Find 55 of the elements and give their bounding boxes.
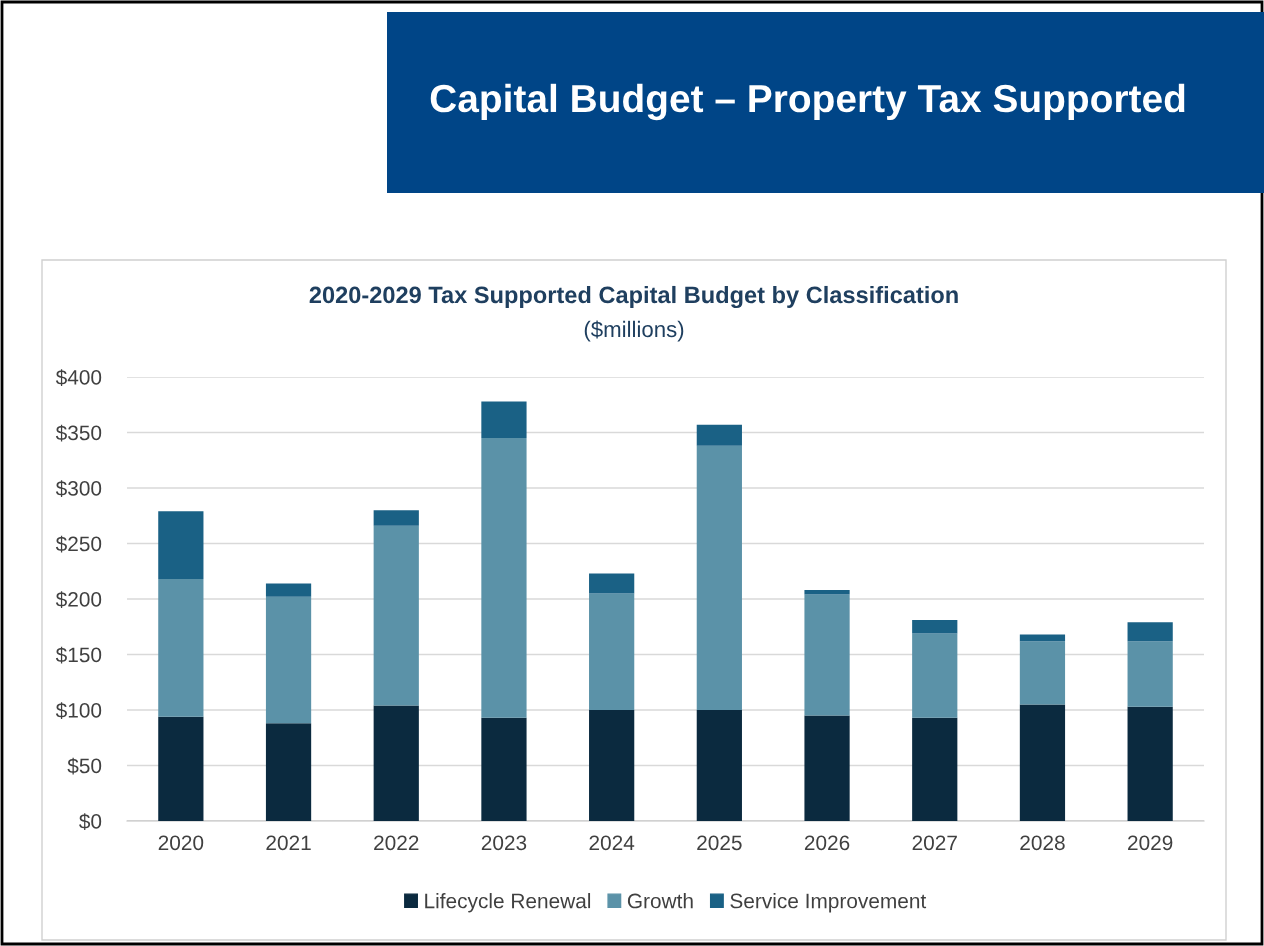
x-tick-label: 2023: [481, 835, 527, 851]
bar: [589, 710, 635, 821]
bar: [373, 525, 419, 706]
bar: [804, 590, 850, 595]
x-tick-label: 2027: [912, 835, 957, 851]
bar: [696, 710, 742, 821]
y-tick-label: $250: [55, 535, 102, 553]
bar: [373, 705, 419, 821]
x-tick-label: 2029: [1128, 835, 1173, 851]
x-tick-label: 2028: [1020, 835, 1065, 851]
y-tick-label: $200: [55, 591, 102, 608]
y-tick-label: $400: [55, 369, 102, 386]
bar: [1127, 641, 1173, 707]
x-tick-label: 2026: [804, 835, 850, 851]
bar: [1019, 641, 1066, 705]
bar: [912, 620, 958, 634]
bar: [589, 593, 635, 710]
bar: [265, 583, 312, 597]
bar: [1127, 622, 1173, 642]
bar: [373, 510, 419, 526]
y-tick-label: $50: [67, 757, 102, 775]
chart-title: 2020-2029 Tax Supported Capital Budget by Classification: [309, 285, 958, 309]
x-tick-label: 2021: [266, 835, 311, 851]
legend-label: Service Improvement: [730, 893, 927, 913]
bar: [158, 579, 204, 717]
bar: [265, 723, 312, 821]
bar: [912, 717, 958, 821]
x-tick-label: 2025: [697, 835, 742, 851]
text: Capital Budget – Property Tax Supported: [430, 83, 1185, 121]
y-tick-label: $300: [55, 480, 102, 497]
bar: [804, 594, 850, 716]
x-tick-label: 2022: [374, 835, 419, 851]
bar: [912, 633, 958, 718]
chart-subtitle: ($millions): [584, 320, 684, 342]
bar: [696, 424, 742, 446]
bar: [589, 573, 635, 594]
bar: [158, 716, 204, 821]
y-tick-label: $0: [79, 813, 102, 830]
y-tick-label: $350: [55, 424, 102, 442]
bar: [1127, 706, 1173, 821]
x-tick-label: 2020: [158, 835, 204, 851]
y-tick-label: $150: [55, 646, 102, 664]
bar: [481, 717, 527, 821]
bar: [804, 715, 850, 821]
bar: [1019, 704, 1066, 821]
legend-label: Growth: [627, 893, 693, 909]
legend-label: Lifecycle Renewal: [425, 893, 591, 913]
bar: [481, 438, 527, 718]
bar: [481, 401, 527, 439]
bar: [1019, 634, 1066, 642]
bar: [158, 511, 204, 580]
bar: [265, 596, 312, 724]
bar: [696, 445, 742, 710]
x-tick-label: 2024: [589, 835, 635, 851]
y-tick-label: $100: [55, 702, 102, 719]
